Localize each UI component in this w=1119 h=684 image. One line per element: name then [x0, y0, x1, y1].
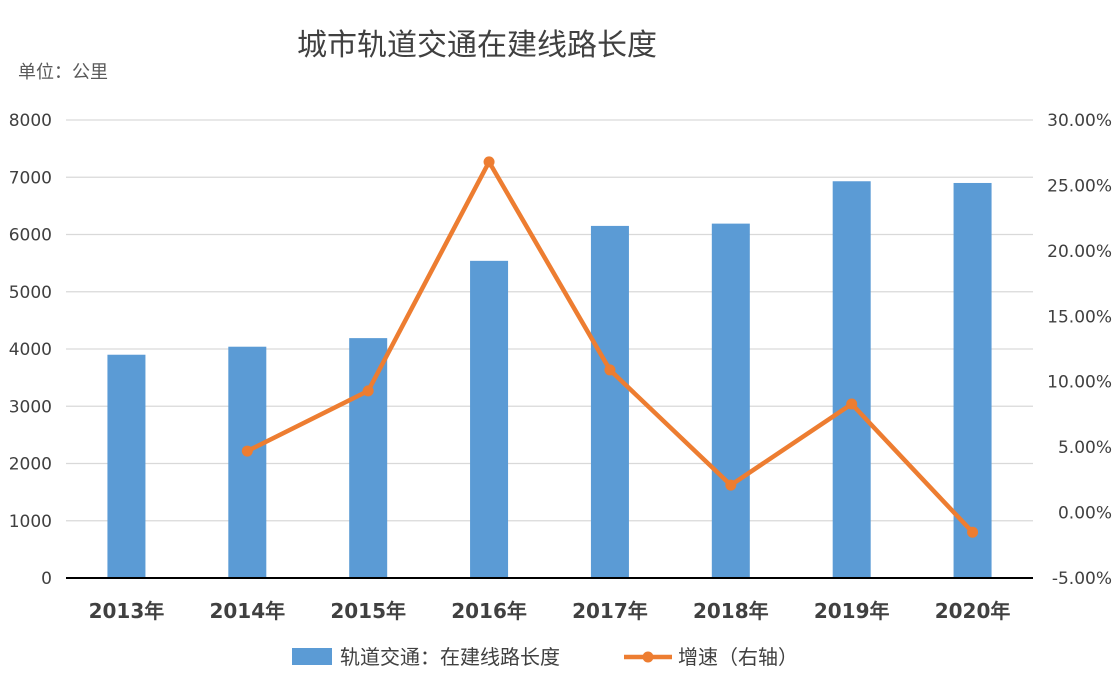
bar — [107, 354, 146, 578]
x-tick-label: 2015年 — [330, 599, 406, 623]
y-right-tick-label: 0.00% — [1058, 504, 1112, 524]
y-right-tick-label: 15.00% — [1047, 307, 1112, 327]
bar — [711, 223, 750, 578]
y-left-tick-label: 5000 — [9, 283, 52, 303]
gridlines — [66, 119, 1033, 522]
y-left-tick-label: 3000 — [9, 397, 52, 417]
y-right-tick-label: 20.00% — [1047, 242, 1112, 262]
legend-swatch-bar — [292, 648, 332, 665]
line-series — [241, 156, 979, 538]
legend-label-line: 增速（右轴） — [678, 645, 798, 669]
chart-title: 城市轨道交通在建线路长度 — [297, 28, 657, 63]
line-point — [362, 385, 374, 397]
line-point — [967, 526, 979, 538]
y-left-tick-label: 2000 — [9, 455, 52, 475]
x-tick-label: 2013年 — [89, 599, 165, 623]
legend: 轨道交通：在建线路长度 增速（右轴） — [292, 645, 798, 669]
y-right-tick-label: 30.00% — [1047, 111, 1112, 131]
line-point — [725, 479, 737, 491]
y-right-tick-label: 10.00% — [1047, 373, 1112, 393]
bar-series — [107, 181, 992, 578]
x-tick-label: 2016年 — [451, 599, 527, 623]
line-point — [241, 445, 253, 457]
unit-label: 单位：公里 — [18, 62, 108, 83]
y-left-tick-label: 6000 — [9, 226, 52, 246]
y-left-tick-label: 4000 — [9, 340, 52, 360]
bar — [228, 346, 267, 578]
legend-label-bar: 轨道交通：在建线路长度 — [340, 645, 560, 669]
line-point — [846, 398, 858, 410]
bar — [470, 260, 509, 578]
y-right-tick-label: -5.00% — [1052, 569, 1112, 589]
tick-labels: 8000 7000 6000 5000 4000 3000 2000 1000 0 30.00% 2… — [9, 111, 1112, 623]
y-right-tick-label: 5.00% — [1058, 438, 1112, 458]
y-left-tick-label: 7000 — [9, 168, 52, 188]
y-left-tick-label: 0 — [41, 569, 52, 589]
x-tick-label: 2017年 — [572, 599, 648, 623]
legend-swatch-marker — [642, 651, 654, 663]
y-left-tick-label: 1000 — [9, 512, 52, 532]
bar — [590, 225, 629, 578]
x-tick-label: 2014年 — [209, 599, 285, 623]
bar — [349, 338, 388, 578]
line-point — [483, 156, 495, 168]
line-point — [604, 364, 616, 376]
x-tick-label: 2018年 — [693, 599, 769, 623]
bar — [832, 181, 871, 578]
y-left-tick-label: 8000 — [9, 111, 52, 131]
x-tick-label: 2020年 — [935, 599, 1011, 623]
bar — [953, 182, 992, 578]
y-right-tick-label: 25.00% — [1047, 176, 1112, 196]
x-tick-label: 2019年 — [814, 599, 890, 623]
